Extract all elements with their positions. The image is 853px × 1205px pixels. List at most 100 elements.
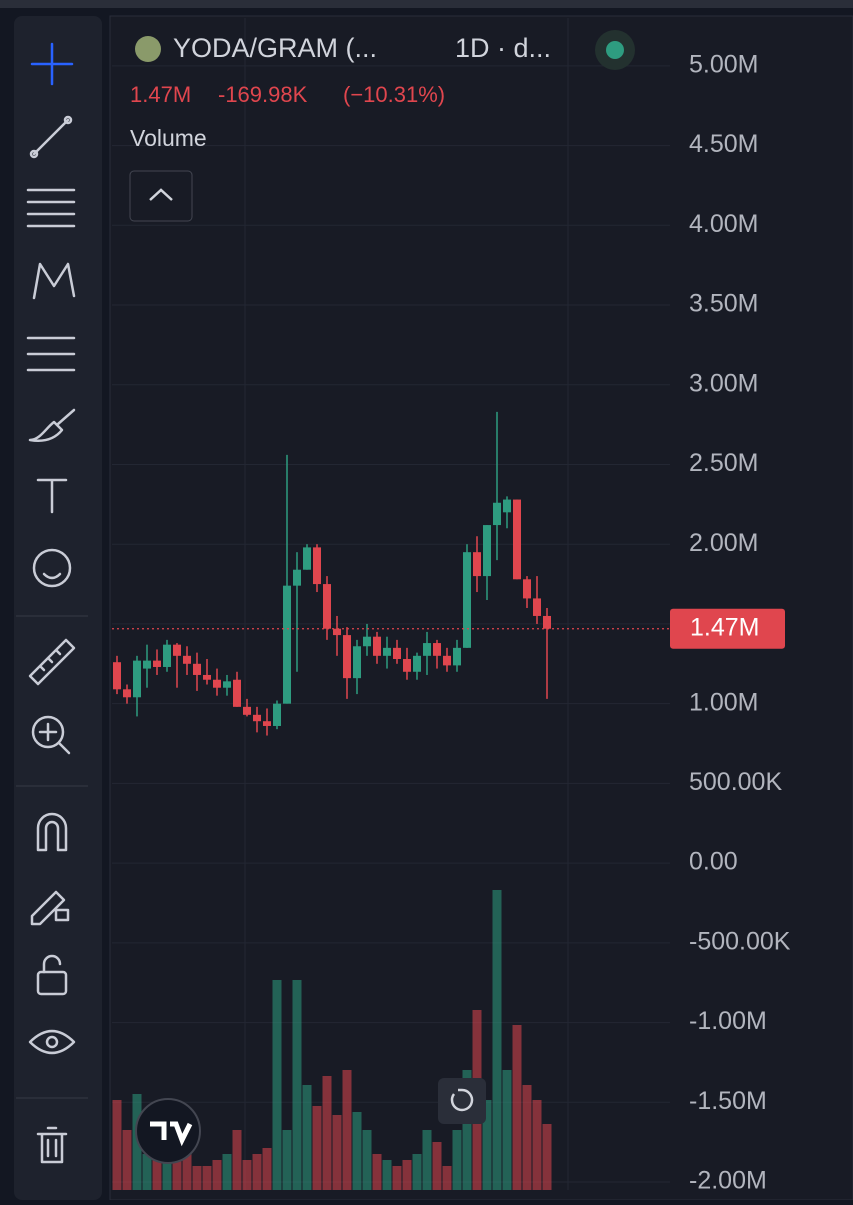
candle-body: [233, 679, 241, 707]
volume-bar: [252, 1154, 262, 1190]
volume-bar: [412, 1154, 422, 1190]
volume-bar: [282, 1130, 292, 1190]
candle-body: [353, 646, 361, 679]
last-price-tag: [670, 608, 785, 649]
volume-bar: [172, 1160, 182, 1190]
reset-button[interactable]: [438, 1078, 486, 1124]
candle-body: [383, 647, 391, 656]
volume-bar: [202, 1166, 212, 1190]
volume-bar: [512, 1025, 522, 1190]
y-tick-label: 3.50M: [689, 290, 758, 318]
volume-bar: [122, 1130, 132, 1190]
volume-bar: [492, 890, 502, 1190]
volume-bar: [322, 1076, 332, 1190]
candle-body: [483, 525, 491, 577]
volume-bar: [292, 980, 302, 1190]
candle-body: [323, 584, 331, 629]
volume-label: Volume: [130, 125, 207, 151]
candle-body: [503, 499, 511, 513]
chart-pane: [109, 15, 853, 1201]
y-tick-label: 0.00: [689, 848, 738, 876]
candle-body: [293, 569, 301, 586]
candle-body: [333, 628, 341, 636]
volume-bar: [242, 1160, 252, 1190]
candle-body: [203, 674, 211, 680]
candle-body: [423, 643, 431, 656]
candle-body: [253, 714, 261, 722]
volume-bar: [442, 1166, 452, 1190]
volume-bar: [462, 1070, 472, 1190]
candle-body: [443, 655, 451, 666]
candle-body: [413, 655, 421, 672]
y-tick-label: 5.00M: [689, 50, 758, 78]
interval: 1D · d...: [455, 33, 551, 63]
volume-bar: [142, 1154, 152, 1190]
candle-body: [193, 663, 201, 675]
candle-body: [373, 636, 381, 656]
candle-body: [543, 615, 551, 629]
y-tick-label: -1.50M: [689, 1087, 767, 1115]
candle-body: [133, 660, 141, 698]
collapse-icon: [149, 188, 173, 201]
candle-body: [263, 721, 271, 726]
volume-bar: [272, 980, 282, 1190]
candle-body: [363, 636, 371, 647]
volume-bar: [362, 1130, 372, 1190]
candle-body: [223, 681, 231, 688]
candle-body: [113, 662, 121, 690]
volume-bar: [182, 1154, 192, 1190]
volume-bar: [402, 1160, 412, 1190]
legend-change-pct: (−10.31%): [343, 82, 445, 107]
collapse-button[interactable]: [129, 170, 193, 222]
y-tick-label: -2.00M: [689, 1167, 767, 1195]
volume-bar: [162, 1160, 172, 1190]
y-tick-label: 1.00M: [689, 688, 758, 716]
candle-body: [493, 502, 501, 526]
candle-body: [213, 679, 221, 688]
toolbar: [14, 16, 102, 1200]
volume-bar: [192, 1166, 202, 1190]
status-dot: [606, 41, 624, 59]
candle-body: [143, 660, 151, 669]
volume-bar: [152, 1145, 162, 1190]
volume-bar: [372, 1154, 382, 1190]
candle-body: [513, 499, 521, 580]
candle-body: [403, 659, 411, 672]
candle-body: [273, 703, 281, 726]
candle-body: [153, 660, 161, 667]
volume-bar: [452, 1130, 462, 1190]
last-price-label: 1.47M: [690, 613, 759, 641]
volume-bar: [352, 1112, 362, 1190]
candle-body: [163, 644, 171, 667]
logo-mark: [150, 1121, 193, 1147]
volume-bar: [112, 1100, 122, 1190]
symbol-title: YODA/GRAM (...: [173, 33, 377, 63]
toolbar-icons[interactable]: [16, 42, 88, 1164]
volume-bar: [342, 1070, 352, 1190]
volume-bar: [312, 1106, 322, 1190]
volume-bar: [222, 1154, 232, 1190]
volume-bar: [332, 1115, 342, 1190]
y-tick-label: 4.00M: [689, 210, 758, 238]
volume-bar: [522, 1085, 532, 1190]
candle-body: [343, 635, 351, 679]
volume-bar: [392, 1166, 402, 1190]
y-tick-label: 4.50M: [689, 130, 758, 158]
candle-body: [533, 598, 541, 616]
volume-bar: [432, 1142, 442, 1190]
logo[interactable]: [135, 1098, 201, 1164]
y-tick-label: -1.00M: [689, 1007, 767, 1035]
candle-body: [523, 579, 531, 599]
candle-body: [183, 655, 191, 664]
volume-bar: [232, 1130, 242, 1190]
y-tick-label: 2.50M: [689, 449, 758, 477]
legend-change: -169.98K: [218, 82, 308, 107]
reset-icon: [450, 1088, 474, 1112]
candle-body: [303, 547, 311, 570]
candle-body: [463, 552, 471, 648]
candle-body: [283, 585, 291, 704]
candle-body: [243, 706, 251, 715]
volume-bar: [302, 1085, 312, 1190]
candle-body: [433, 643, 441, 656]
